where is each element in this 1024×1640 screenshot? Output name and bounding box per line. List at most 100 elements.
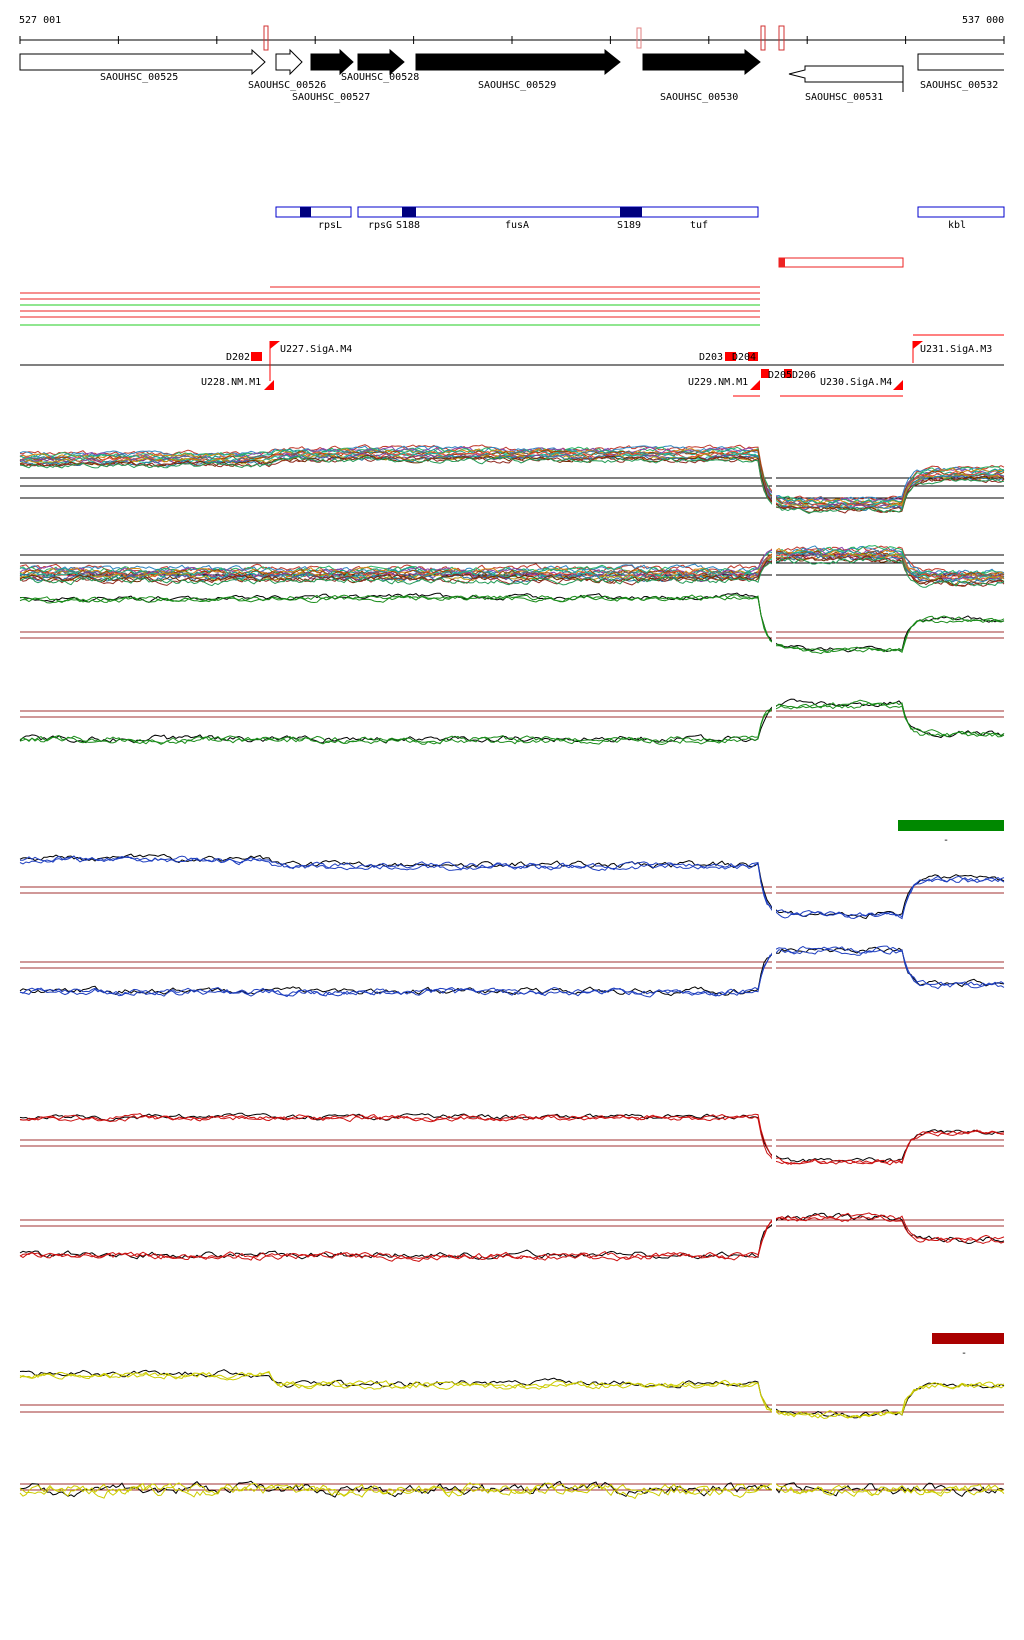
gene-arrow-SAOUHSC_00532[interactable]: [917, 53, 1004, 71]
gene-arrow-SAOUHSC_00525[interactable]: [19, 48, 266, 76]
profile-line: [19, 448, 1005, 505]
profile-line: [19, 594, 1005, 655]
coordinate-ruler: 527 001 537 000: [19, 15, 1005, 51]
profile-line: [19, 701, 1005, 746]
upshift-flag-icon: [264, 380, 274, 390]
ruler-end-label: 537 000: [962, 15, 1004, 26]
segment-track: [20, 257, 904, 326]
legend-bar-red: [932, 1333, 1004, 1344]
gene-arrow-SAOUHSC_00531[interactable]: [788, 65, 904, 83]
profile-line: [19, 1113, 1005, 1165]
gene-arrow-SAOUHSC_00529[interactable]: [415, 48, 621, 76]
antisense-region[interactable]: [778, 257, 904, 268]
gene-name-label: S189: [617, 220, 641, 231]
profile-line: [19, 547, 1005, 580]
legend-bar-green: [898, 820, 1004, 831]
downshift-label: D204: [732, 352, 756, 363]
ruler-highlight-marks: [263, 25, 785, 51]
downshift-marker: [761, 369, 769, 378]
gene-label: SAOUHSC_00525: [100, 72, 178, 83]
segment-lines: [20, 286, 760, 326]
profile-line: [19, 1370, 1005, 1420]
profile-line: [20, 855, 1005, 918]
gene-label: SAOUHSC_00530: [660, 92, 738, 103]
profile-line: [19, 554, 1005, 587]
profile-panel-1: [19, 418, 1005, 538]
upshift-label: U230.SigA.M4: [820, 377, 892, 388]
gene-name-label: kbl: [948, 220, 966, 231]
profile-panel-7: [19, 1080, 1005, 1200]
upshift-label: U231.SigA.M3: [920, 344, 992, 355]
profile-line: [19, 1482, 1005, 1500]
gene-box-operon[interactable]: [357, 206, 759, 218]
upshift-flag-icon: [750, 380, 760, 390]
gene-label: SAOUHSC_00531: [805, 92, 883, 103]
gene-label: SAOUHSC_00529: [478, 80, 556, 91]
profile-panel-8: [19, 1160, 1005, 1280]
gene-label: SAOUHSC_00532: [920, 80, 998, 91]
profile-line: [19, 946, 1005, 997]
profile-gap: [772, 1424, 776, 1544]
legend-mark: -: [961, 1348, 967, 1359]
downshift-label: D202: [226, 352, 250, 363]
profile-panel-4: [19, 651, 1005, 771]
shift-track: U227.SigA.M4 U228.NM.M1 D202 D203 D204 U…: [20, 334, 1004, 397]
antisense-region-start: [779, 258, 785, 267]
gene-name-label: rpsL: [318, 220, 342, 231]
profile-gap: [772, 572, 776, 692]
gene-name-label: tuf: [690, 220, 708, 231]
upshift-label: U229.NM.M1: [688, 377, 748, 388]
profile-line: [19, 1482, 1005, 1499]
profile-gap: [772, 827, 776, 947]
ruler-ticks: [19, 36, 1005, 44]
gene-arrow-SAOUHSC_00530[interactable]: [642, 48, 761, 76]
profile-line: [19, 853, 1005, 920]
gene-box-kbl[interactable]: [917, 206, 1005, 218]
upshift-label: U227.SigA.M4: [280, 344, 352, 355]
downshift-marker: [725, 352, 736, 361]
profile-line: [19, 699, 1005, 745]
profile-panel-3: [19, 572, 1005, 692]
profile-gap: [772, 651, 776, 771]
profile-line: [19, 1212, 1005, 1260]
upshift-label: U228.NM.M1: [201, 377, 261, 388]
gene-name-label: S188: [396, 220, 420, 231]
profile-panel-5: [19, 827, 1005, 947]
profile-panel-9: [19, 1345, 1005, 1465]
gene-arrow-SAOUHSC_00527[interactable]: [310, 48, 354, 76]
profile-gap: [772, 1160, 776, 1280]
gene-arrow-SAOUHSC_00528[interactable]: [357, 48, 405, 76]
profile-line: [19, 1213, 1005, 1262]
profile-panel-10: [19, 1424, 1005, 1544]
profile-line: [20, 592, 1005, 653]
profile-line: [19, 552, 1005, 583]
profile-gap: [772, 1080, 776, 1200]
profile-line: [19, 945, 1005, 998]
profile-line: [19, 855, 1005, 920]
profile-line: [19, 1212, 1005, 1262]
profile-panel-2: [19, 495, 1005, 615]
profile-line: [19, 546, 1005, 579]
ruler-start-label: 527 001: [19, 15, 61, 26]
ruler-mark: [760, 25, 766, 51]
ruler-mark: [636, 27, 642, 49]
gene-box-rpsL[interactable]: [275, 206, 352, 218]
ruler-mark: [263, 25, 269, 51]
downshift-label: D205: [768, 370, 792, 381]
downshift-label: D203: [699, 352, 723, 363]
profile-line: [19, 1369, 1005, 1419]
gene-name-label: fusA: [505, 220, 529, 231]
gene-track: SAOUHSC_00525 SAOUHSC_00526 SAOUHSC_0052…: [19, 48, 1004, 103]
profile-line: [19, 594, 1005, 653]
profile-gap: [772, 902, 776, 1022]
gene-box-block: [300, 207, 311, 217]
profile-line: [19, 947, 1005, 998]
profile-panel-6: [19, 902, 1005, 1022]
profile-line: [19, 1371, 1005, 1419]
downshift-label: D206: [792, 370, 816, 381]
legend-bars: - -: [898, 820, 1004, 1359]
legend-mark: -: [943, 835, 949, 846]
gene-arrow-SAOUHSC_00526[interactable]: [275, 48, 303, 76]
gene-box-block: [620, 207, 642, 217]
